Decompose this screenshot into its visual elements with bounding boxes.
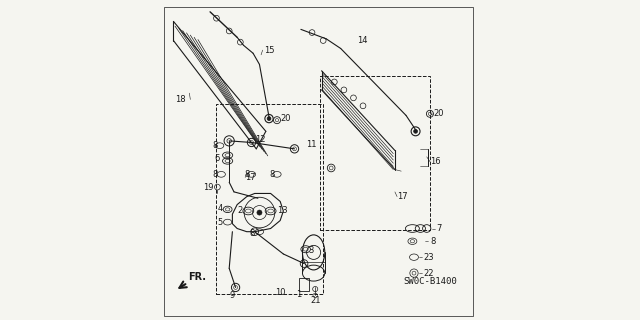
Text: 16: 16: [430, 157, 440, 166]
Text: 9: 9: [229, 291, 235, 300]
Text: 23: 23: [424, 253, 434, 262]
Circle shape: [413, 129, 417, 133]
Text: 19: 19: [203, 183, 213, 192]
Text: 15: 15: [264, 45, 275, 55]
Text: FR.: FR.: [188, 272, 206, 282]
Text: 17: 17: [245, 173, 256, 182]
Circle shape: [257, 210, 262, 215]
Text: 1: 1: [296, 290, 301, 299]
Text: 12: 12: [255, 135, 265, 144]
Text: 8: 8: [212, 170, 218, 179]
Text: 10: 10: [275, 288, 286, 297]
Text: 8: 8: [430, 237, 435, 246]
Text: 11: 11: [306, 140, 316, 148]
Text: 18: 18: [175, 95, 186, 104]
Text: 8: 8: [212, 141, 218, 150]
Text: 4: 4: [218, 204, 223, 213]
Text: 20: 20: [280, 114, 291, 123]
Text: 21: 21: [310, 296, 321, 305]
Text: 3: 3: [308, 246, 313, 255]
Text: 8: 8: [244, 170, 249, 179]
Text: 17: 17: [397, 192, 408, 201]
Text: SW0C-B1400: SW0C-B1400: [403, 276, 457, 285]
Circle shape: [267, 117, 271, 121]
Text: 14: 14: [356, 36, 367, 45]
Text: 8: 8: [269, 170, 275, 179]
Text: 20: 20: [433, 109, 444, 118]
Text: 13: 13: [277, 206, 287, 215]
Text: 5: 5: [218, 218, 223, 227]
Text: 22: 22: [424, 269, 434, 278]
Text: 7: 7: [436, 224, 442, 233]
Text: 2: 2: [237, 206, 243, 215]
Text: 8: 8: [250, 229, 255, 238]
Text: 6: 6: [214, 154, 220, 163]
